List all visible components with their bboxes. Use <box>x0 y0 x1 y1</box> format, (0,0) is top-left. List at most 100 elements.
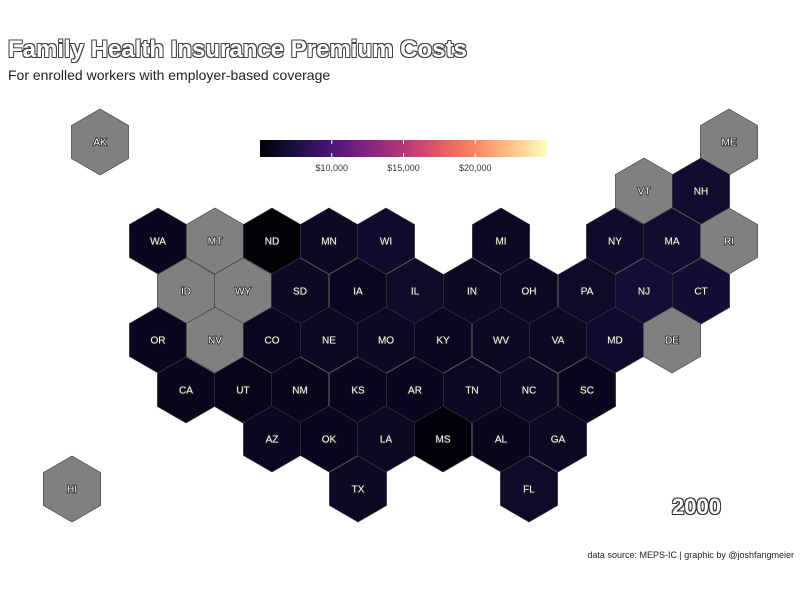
state-hex-label: TX <box>352 485 365 496</box>
state-hex-label: CT <box>694 287 707 298</box>
state-hex-label: TN <box>465 386 478 397</box>
state-hex-label: VT <box>638 187 651 198</box>
state-hex-label: WA <box>150 237 166 248</box>
state-hex-label: RI <box>724 237 734 248</box>
state-hex-label: KS <box>351 386 365 397</box>
state-hex-label: OK <box>322 435 337 446</box>
state-hex-mn: MN <box>300 207 358 275</box>
state-hex-label: IN <box>467 287 477 298</box>
state-hex-label: AK <box>93 138 107 149</box>
state-hex-label: MN <box>321 237 337 248</box>
state-hex-label: WY <box>235 287 251 298</box>
state-hex-label: GA <box>551 435 566 446</box>
state-hex-az: AZ <box>243 405 301 473</box>
state-hex-label: PA <box>581 287 594 298</box>
state-hex-label: NY <box>608 237 622 248</box>
state-hex-label: LA <box>380 435 393 446</box>
state-hex-nm: NM <box>271 356 329 424</box>
state-hex-ut: UT <box>214 356 272 424</box>
state-hex-label: IL <box>411 287 420 298</box>
color-legend: $10,000 $15,000 $20,000 <box>260 140 547 173</box>
state-hex-in: IN <box>443 257 501 325</box>
map-subtitle: For enrolled workers with employer-based… <box>8 67 331 83</box>
state-hex-shape <box>672 257 730 325</box>
state-hex-label: MT <box>208 237 222 248</box>
state-hex-nd: ND <box>243 207 301 275</box>
state-hex-shape <box>43 455 101 523</box>
state-hex-label: WI <box>380 237 392 248</box>
state-hex-shape <box>329 455 387 523</box>
state-hex-label: OR <box>151 336 166 347</box>
state-hex-wi: WI <box>357 207 415 275</box>
legend-tick-label: $15,000 <box>387 163 420 173</box>
legend-color-bar <box>260 140 547 157</box>
state-hex-label: WV <box>493 336 509 347</box>
state-hex-label: IA <box>353 287 363 298</box>
state-hex-label: MI <box>495 237 506 248</box>
state-hex-ky: KY <box>414 306 472 374</box>
state-hex-label: OH <box>522 287 537 298</box>
state-hex-ms: MS <box>414 405 472 473</box>
state-hex-label: AZ <box>266 435 279 446</box>
state-hex-de: DE <box>643 306 701 374</box>
state-hex-label: MD <box>607 336 623 347</box>
state-hex-pa: PA <box>558 257 616 325</box>
map-title: Family Health Insurance Premium Costs <box>8 36 467 63</box>
state-hex-tx: TX <box>329 455 387 523</box>
state-hex-wa: WA <box>129 207 187 275</box>
state-hex-nv: NV <box>186 306 244 374</box>
state-hex-shape <box>558 356 616 424</box>
legend-ticks: $10,000 $15,000 $20,000 <box>315 140 492 173</box>
state-hex-label: HI <box>67 485 77 496</box>
legend-tick-label: $10,000 <box>315 163 348 173</box>
state-hex-label: CA <box>179 386 193 397</box>
legend-tick-label: $20,000 <box>459 163 492 173</box>
state-hex-sd: SD <box>271 257 329 325</box>
state-hex-label: NV <box>208 336 222 347</box>
state-hex-al: AL <box>472 405 530 473</box>
state-hex-ar: AR <box>386 356 444 424</box>
state-hex-wv: WV <box>472 306 530 374</box>
state-hex-label: MO <box>378 336 394 347</box>
state-hex-shape <box>500 455 558 523</box>
state-hex-label: ID <box>181 287 191 298</box>
state-hex-label: NM <box>292 386 308 397</box>
state-hex-hi: HI <box>43 455 101 523</box>
state-hex-ct: CT <box>672 257 730 325</box>
state-hex-label: FL <box>523 485 535 496</box>
state-hex-ny: NY <box>586 207 644 275</box>
state-hex-ga: GA <box>529 405 587 473</box>
state-hex-ne: NE <box>300 306 358 374</box>
state-hex-label: ME <box>722 138 737 149</box>
state-hex-label: NJ <box>638 287 650 298</box>
state-hex-ma: MA <box>643 207 701 275</box>
source-caption: data source: MEPS-IC | graphic by @joshf… <box>587 550 794 560</box>
state-hex-label: MA <box>665 237 680 248</box>
state-hex-shape <box>529 405 587 473</box>
state-hexes: AK ME VT NH WA MT ND MN WI MI NY MA RI ID WY SD IA IL IN OH… <box>43 108 758 523</box>
state-hex-ak: AK <box>71 108 129 176</box>
state-hex-label: AL <box>495 435 508 446</box>
state-hex-label: NH <box>694 187 708 198</box>
state-hex-label: MS <box>436 435 451 446</box>
state-hex-nj: NJ <box>615 257 673 325</box>
state-hex-label: NE <box>322 336 336 347</box>
state-hex-label: KY <box>436 336 450 347</box>
state-hex-co: CO <box>243 306 301 374</box>
state-hex-label: NC <box>522 386 536 397</box>
state-hex-shape <box>71 108 129 176</box>
year-label: 2000 <box>672 494 721 519</box>
state-hex-label: ND <box>265 237 279 248</box>
state-hex-label: VA <box>552 336 565 347</box>
state-hex-fl: FL <box>500 455 558 523</box>
state-hex-label: SC <box>580 386 594 397</box>
state-hex-label: DE <box>665 336 679 347</box>
state-hex-label: UT <box>236 386 249 397</box>
state-hex-ca: CA <box>157 356 215 424</box>
state-hex-sc: SC <box>558 356 616 424</box>
state-hex-label: CO <box>265 336 280 347</box>
state-hex-label: SD <box>293 287 307 298</box>
state-hex-shape <box>643 306 701 374</box>
state-hex-label: AR <box>408 386 422 397</box>
